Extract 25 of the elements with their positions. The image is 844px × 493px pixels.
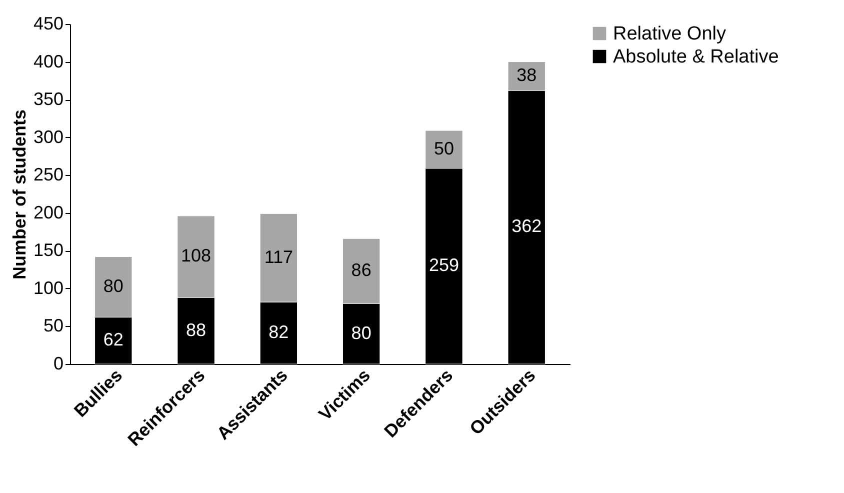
y-tick-label: 300 [33,126,64,147]
data-label: 362 [512,216,542,236]
data-label: 117 [264,246,294,267]
data-label: 88 [186,320,206,340]
data-label: 82 [268,322,289,342]
y-tick-label: 200 [33,202,64,222]
y-tick-label: 250 [33,164,64,185]
legend-label: Absolute & Relative [613,46,779,68]
legend-label: Relative Only [613,24,726,44]
y-tick-label: 50 [43,316,64,336]
data-label: 80 [103,276,124,296]
data-label: 38 [516,65,537,86]
data-label: 108 [181,246,212,266]
y-axis-title: Number of students [9,109,30,280]
y-tick-label: 350 [33,89,64,110]
y-tick-label: 100 [33,278,64,298]
y-tick-label: 0 [53,354,64,374]
y-tick-label: 150 [33,240,64,260]
data-label: 50 [434,138,454,158]
data-label: 62 [103,330,124,350]
y-tick-label: 400 [33,51,64,72]
data-label: 86 [351,260,372,280]
y-tick-label: 450 [33,14,64,34]
data-label: 80 [351,322,372,343]
data-label: 259 [428,255,459,276]
